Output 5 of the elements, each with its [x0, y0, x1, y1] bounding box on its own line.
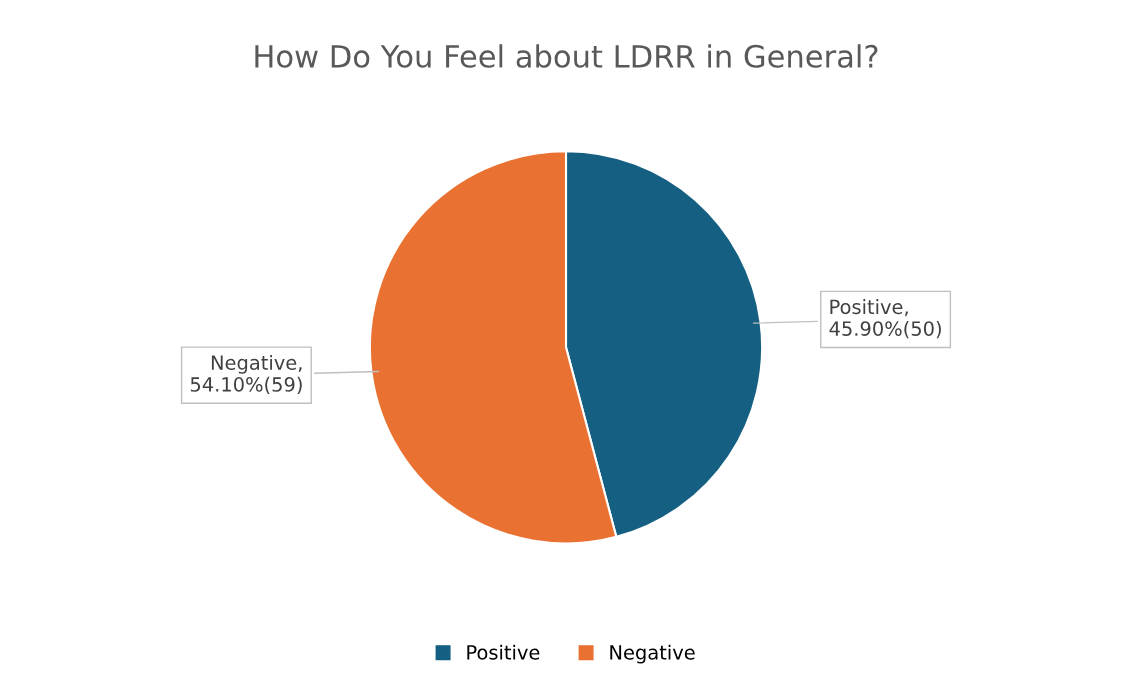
legend-label: Negative [610, 644, 695, 664]
legend-label: Positive [467, 644, 540, 660]
data-label: Negative, 54.10%(59) [190, 354, 302, 395]
data-label: Positive, 45.90%(50) [829, 299, 941, 339]
chart-title: How Do You Feel about LDRR in General? [255, 44, 878, 68]
